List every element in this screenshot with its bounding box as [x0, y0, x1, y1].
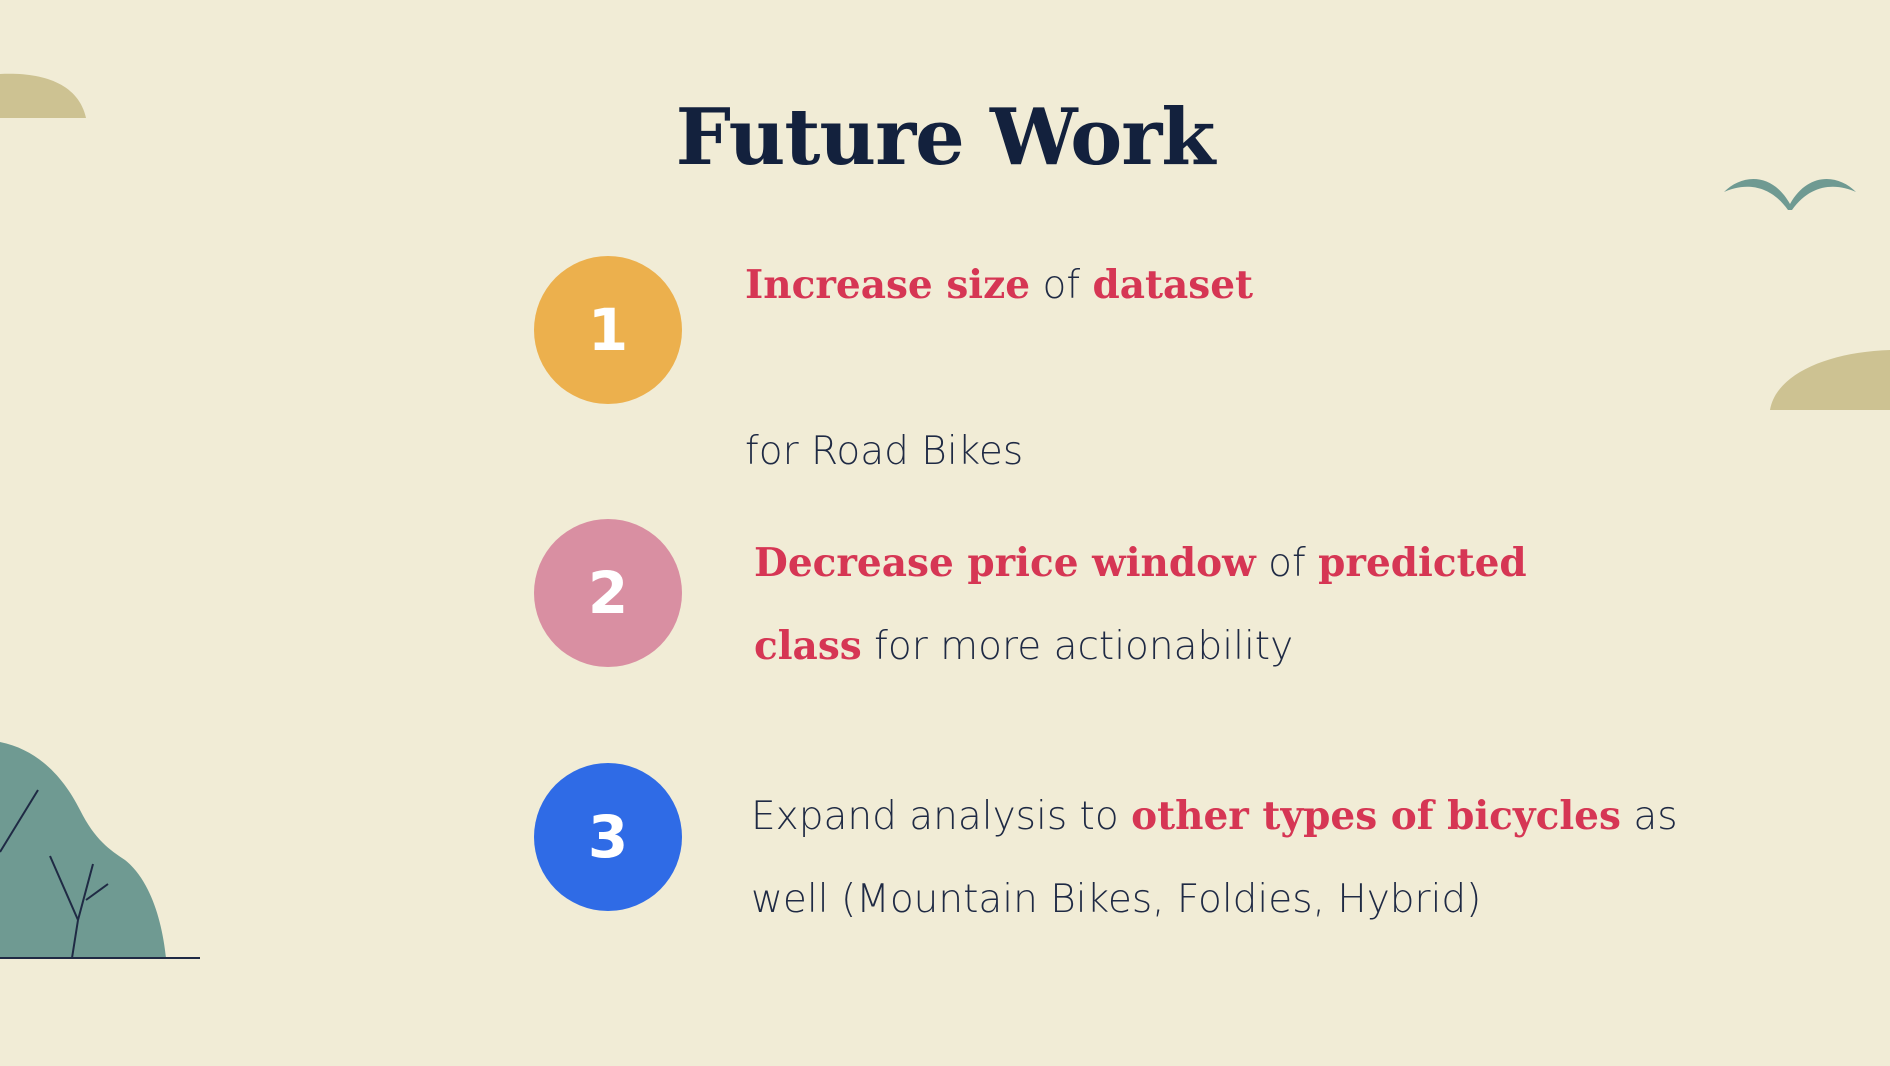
- item-3-plain-1: Expand analysis to: [751, 794, 1132, 839]
- item-3-number-badge: 3: [534, 763, 682, 911]
- item-1-highlight-1: Increase size: [745, 262, 1031, 308]
- tree-bush-bottom-left-icon: [0, 742, 200, 959]
- item-1-plain-1: of: [1030, 263, 1093, 308]
- hill-right-icon: [1770, 350, 1890, 410]
- item-1-highlight-2: dataset: [1092, 262, 1254, 308]
- hill-top-left-icon: [0, 73, 86, 118]
- item-2-highlight-1: Decrease price window: [754, 540, 1256, 586]
- bird-icon: [1724, 179, 1856, 210]
- item-1-number: 1: [587, 296, 629, 364]
- item-2-number: 2: [587, 559, 629, 627]
- item-1-text: Increase size of dataset for Road Bikes: [745, 244, 1253, 493]
- page-title: Future Work: [675, 92, 1216, 183]
- item-3-number: 3: [587, 803, 629, 871]
- item-3-text: Expand analysis to other types of bicycl…: [751, 775, 1678, 941]
- item-2-plain-1: of: [1255, 541, 1319, 586]
- item-2-number-badge: 2: [534, 519, 682, 667]
- item-2-text: Decrease price window of predicted class …: [754, 522, 1527, 688]
- item-3-highlight-1: other types of bicycles: [1131, 793, 1621, 839]
- item-3-plain-2: as well (Mountain Bikes, Foldies, Hybrid): [751, 794, 1678, 922]
- item-1-number-badge: 1: [534, 256, 682, 404]
- item-1-plain-2: for Road Bikes: [745, 429, 1024, 474]
- item-2-highlight-2: predicted class: [754, 540, 1527, 669]
- item-2-plain-2: for more actionability: [861, 624, 1294, 669]
